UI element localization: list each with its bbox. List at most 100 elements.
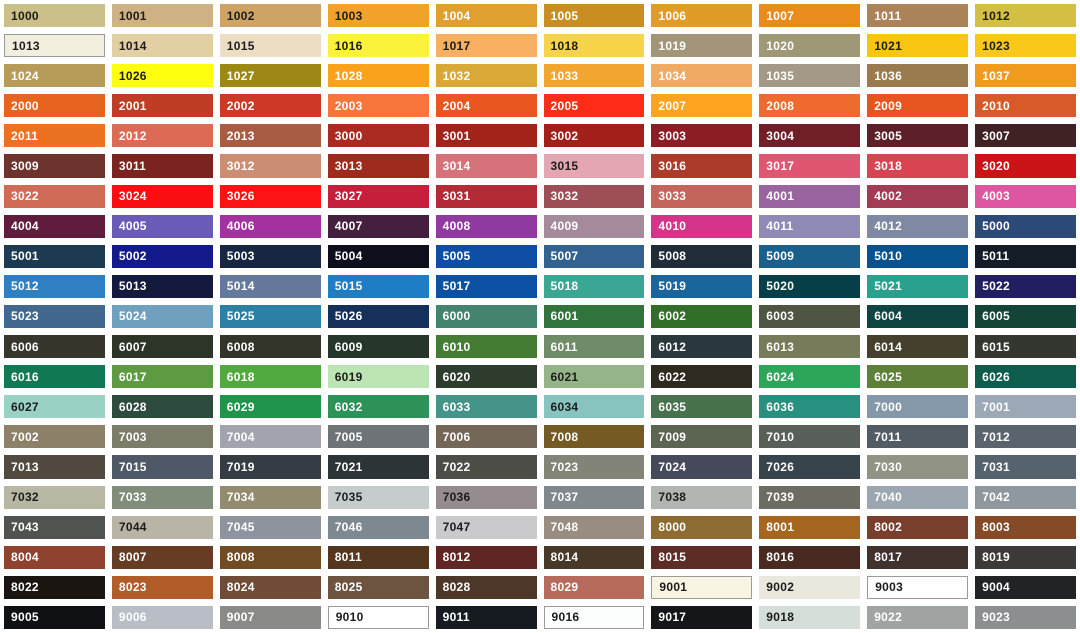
color-swatch-6020[interactable]: 6020 <box>435 365 537 389</box>
color-swatch-9011[interactable]: 9011 <box>435 605 537 629</box>
color-swatch-4006[interactable]: 4006 <box>219 214 321 238</box>
color-swatch-7019[interactable]: 7019 <box>219 455 321 479</box>
color-swatch-9022[interactable]: 9022 <box>867 605 969 629</box>
color-swatch-3014[interactable]: 3014 <box>435 154 537 178</box>
color-swatch-5009[interactable]: 5009 <box>759 244 861 268</box>
color-swatch-3022[interactable]: 3022 <box>4 184 105 208</box>
color-swatch-8023[interactable]: 8023 <box>111 575 213 599</box>
color-swatch-2002[interactable]: 2002 <box>219 94 321 118</box>
color-swatch-4007[interactable]: 4007 <box>327 214 429 238</box>
color-swatch-3007[interactable]: 3007 <box>975 124 1076 148</box>
color-swatch-6018[interactable]: 6018 <box>219 365 321 389</box>
color-swatch-6034[interactable]: 6034 <box>543 395 645 419</box>
color-swatch-3017[interactable]: 3017 <box>759 154 861 178</box>
color-swatch-2012[interactable]: 2012 <box>111 124 213 148</box>
color-swatch-8008[interactable]: 8008 <box>219 545 321 569</box>
color-swatch-5020[interactable]: 5020 <box>759 274 861 298</box>
color-swatch-5024[interactable]: 5024 <box>111 304 213 329</box>
color-swatch-9017[interactable]: 9017 <box>651 605 753 629</box>
color-swatch-5017[interactable]: 5017 <box>435 274 537 298</box>
color-swatch-9010[interactable]: 9010 <box>327 605 429 629</box>
color-swatch-8007[interactable]: 8007 <box>111 545 213 569</box>
color-swatch-8028[interactable]: 8028 <box>435 575 537 599</box>
color-swatch-1028[interactable]: 1028 <box>327 64 429 88</box>
color-swatch-3026[interactable]: 3026 <box>219 184 321 208</box>
color-swatch-3016[interactable]: 3016 <box>651 154 753 178</box>
color-swatch-9016[interactable]: 9016 <box>543 605 645 629</box>
color-swatch-6013[interactable]: 6013 <box>759 335 861 359</box>
color-swatch-8003[interactable]: 8003 <box>975 515 1076 539</box>
color-swatch-5004[interactable]: 5004 <box>327 244 429 268</box>
color-swatch-3001[interactable]: 3001 <box>435 124 537 148</box>
color-swatch-7021[interactable]: 7021 <box>327 455 429 479</box>
color-swatch-1003[interactable]: 1003 <box>327 4 429 28</box>
color-swatch-1017[interactable]: 1017 <box>435 34 537 58</box>
color-swatch-1001[interactable]: 1001 <box>111 4 213 28</box>
color-swatch-5022[interactable]: 5022 <box>975 274 1076 298</box>
color-swatch-5023[interactable]: 5023 <box>4 304 105 329</box>
color-swatch-7032[interactable]: 7032 <box>4 485 105 509</box>
color-swatch-3015[interactable]: 3015 <box>543 154 645 178</box>
color-swatch-4001[interactable]: 4001 <box>759 184 861 208</box>
color-swatch-4002[interactable]: 4002 <box>867 184 969 208</box>
color-swatch-8000[interactable]: 8000 <box>651 515 753 539</box>
color-swatch-6010[interactable]: 6010 <box>435 335 537 359</box>
color-swatch-9003[interactable]: 9003 <box>867 575 969 599</box>
color-swatch-7031[interactable]: 7031 <box>975 455 1076 479</box>
color-swatch-1023[interactable]: 1023 <box>975 34 1076 58</box>
color-swatch-7009[interactable]: 7009 <box>651 425 753 449</box>
color-swatch-7024[interactable]: 7024 <box>651 455 753 479</box>
color-swatch-1005[interactable]: 1005 <box>543 4 645 28</box>
color-swatch-1006[interactable]: 1006 <box>651 4 753 28</box>
color-swatch-6001[interactable]: 6001 <box>543 304 645 329</box>
color-swatch-3018[interactable]: 3018 <box>867 154 969 178</box>
color-swatch-3032[interactable]: 3032 <box>543 184 645 208</box>
color-swatch-5001[interactable]: 5001 <box>4 244 105 268</box>
color-swatch-9004[interactable]: 9004 <box>975 575 1076 599</box>
color-swatch-8011[interactable]: 8011 <box>327 545 429 569</box>
color-swatch-3004[interactable]: 3004 <box>759 124 861 148</box>
color-swatch-2005[interactable]: 2005 <box>543 94 645 118</box>
color-swatch-8024[interactable]: 8024 <box>219 575 321 599</box>
color-swatch-1036[interactable]: 1036 <box>867 64 969 88</box>
color-swatch-4004[interactable]: 4004 <box>4 214 105 238</box>
color-swatch-4010[interactable]: 4010 <box>651 214 753 238</box>
color-swatch-2003[interactable]: 2003 <box>327 94 429 118</box>
color-swatch-1037[interactable]: 1037 <box>975 64 1076 88</box>
color-swatch-4012[interactable]: 4012 <box>867 214 969 238</box>
color-swatch-7040[interactable]: 7040 <box>867 485 969 509</box>
color-swatch-8029[interactable]: 8029 <box>543 575 645 599</box>
color-swatch-5013[interactable]: 5013 <box>111 274 213 298</box>
color-swatch-9018[interactable]: 9018 <box>759 605 861 629</box>
color-swatch-7013[interactable]: 7013 <box>4 455 105 479</box>
color-swatch-8017[interactable]: 8017 <box>867 545 969 569</box>
color-swatch-1000[interactable]: 1000 <box>4 4 105 28</box>
color-swatch-6019[interactable]: 6019 <box>327 365 429 389</box>
color-swatch-6027[interactable]: 6027 <box>4 395 105 419</box>
color-swatch-5014[interactable]: 5014 <box>219 274 321 298</box>
color-swatch-9001[interactable]: 9001 <box>651 575 753 599</box>
color-swatch-7045[interactable]: 7045 <box>219 515 321 539</box>
color-swatch-6024[interactable]: 6024 <box>759 365 861 389</box>
color-swatch-7010[interactable]: 7010 <box>759 425 861 449</box>
color-swatch-7035[interactable]: 7035 <box>327 485 429 509</box>
color-swatch-5003[interactable]: 5003 <box>219 244 321 268</box>
color-swatch-2000[interactable]: 2000 <box>4 94 105 118</box>
color-swatch-6026[interactable]: 6026 <box>975 365 1076 389</box>
color-swatch-3000[interactable]: 3000 <box>327 124 429 148</box>
color-swatch-3002[interactable]: 3002 <box>543 124 645 148</box>
color-swatch-6016[interactable]: 6016 <box>4 365 105 389</box>
color-swatch-2009[interactable]: 2009 <box>867 94 969 118</box>
color-swatch-6022[interactable]: 6022 <box>651 365 753 389</box>
color-swatch-8022[interactable]: 8022 <box>4 575 105 599</box>
color-swatch-7034[interactable]: 7034 <box>219 485 321 509</box>
color-swatch-8004[interactable]: 8004 <box>4 545 105 569</box>
color-swatch-1016[interactable]: 1016 <box>327 34 429 58</box>
color-swatch-1004[interactable]: 1004 <box>435 4 537 28</box>
color-swatch-7046[interactable]: 7046 <box>327 515 429 539</box>
color-swatch-6015[interactable]: 6015 <box>975 335 1076 359</box>
color-swatch-7001[interactable]: 7001 <box>975 395 1076 419</box>
color-swatch-1019[interactable]: 1019 <box>651 34 753 58</box>
color-swatch-1014[interactable]: 1014 <box>111 34 213 58</box>
color-swatch-9005[interactable]: 9005 <box>4 605 105 629</box>
